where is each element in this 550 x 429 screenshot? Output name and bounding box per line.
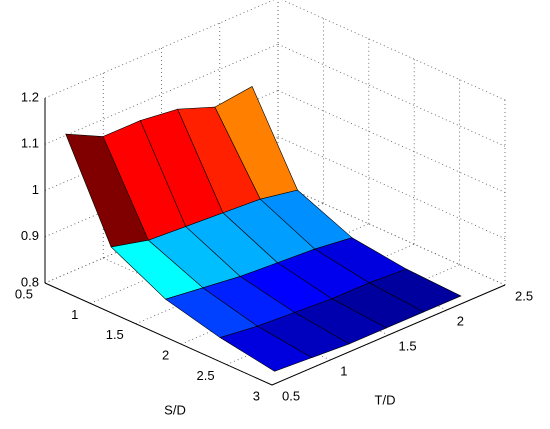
surface-face xyxy=(219,325,313,372)
z-tick-label: 1 xyxy=(32,182,39,197)
grid-line xyxy=(277,90,506,193)
grid-line xyxy=(281,0,506,101)
y-axis xyxy=(44,282,273,386)
y-tick-label: 2 xyxy=(162,348,169,363)
grid-line xyxy=(277,136,506,240)
y-axis-label: S/D xyxy=(164,402,186,417)
z-tick-label: 1.1 xyxy=(21,136,39,151)
x-tick-label: 2.5 xyxy=(515,288,533,303)
x-tick-label: 2 xyxy=(457,313,464,328)
z-tick-label: 0.8 xyxy=(21,274,39,289)
z-tick-label: 1.2 xyxy=(21,89,39,104)
x-tick-label: 0.5 xyxy=(282,388,300,403)
y-tick-label: 1 xyxy=(71,307,78,322)
y-tick-label: 2.5 xyxy=(197,368,215,383)
z-tick-label: 0.9 xyxy=(21,228,39,243)
grid-line xyxy=(277,182,506,286)
y-tick-label: 1.5 xyxy=(106,327,124,342)
grid-line xyxy=(277,43,506,147)
y-tick-label: 3 xyxy=(253,388,260,403)
x-axis-label: T/D xyxy=(375,392,396,407)
x-tick-label: 1.5 xyxy=(399,338,417,353)
x-axis xyxy=(271,284,506,386)
x-tick-label: 1 xyxy=(340,363,347,378)
y-tick-label: 0.5 xyxy=(15,286,33,301)
